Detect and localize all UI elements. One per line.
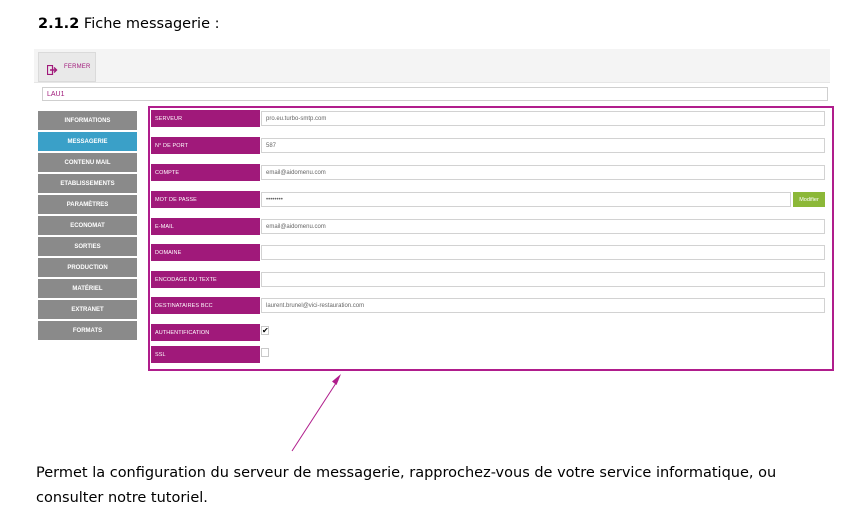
close-button[interactable]: FERMER (38, 52, 96, 82)
port-label: N° DE PORT (151, 137, 260, 154)
serveur-input[interactable]: pro.eu.turbo-smtp.com (261, 111, 825, 126)
sidebar-item-extranet[interactable]: EXTRANET (38, 300, 137, 319)
encodage-label: ENCODAGE DU TEXTE (151, 271, 260, 288)
sidebar-item-production[interactable]: PRODUCTION (38, 258, 137, 277)
auth-checkbox[interactable]: ✔ (261, 326, 269, 335)
ssl-checkbox[interactable] (261, 348, 269, 357)
serveur-label: SERVEUR (151, 110, 260, 127)
caption-text: Permet la configuration du serveur de me… (36, 465, 777, 506)
close-button-label: FERMER (64, 64, 91, 70)
highlight-frame (148, 106, 834, 371)
email-label: E-MAIL (151, 218, 260, 235)
sidebar-item-sorties[interactable]: SORTIES (38, 237, 137, 256)
exit-icon (46, 62, 58, 76)
auth-label: AUTHENTIFICATION (151, 324, 260, 341)
domaine-label: DOMAINE (151, 244, 260, 261)
sidebar-item-etablissements[interactable]: ETABLISSEMENTS (38, 174, 137, 193)
encodage-input[interactable] (261, 272, 825, 287)
port-input[interactable]: 587 (261, 138, 825, 153)
sidebar-item-parametres[interactable]: PARAMÈTRES (38, 195, 137, 214)
email-input[interactable]: email@aidomenu.com (261, 219, 825, 234)
domaine-input[interactable] (261, 245, 825, 260)
sidebar: INFORMATIONS MESSAGERIE CONTENU MAIL ETA… (38, 111, 137, 342)
toolbar (34, 49, 830, 83)
section-heading: 2.1.2 Fiche messagerie : (38, 16, 219, 32)
record-name-field[interactable]: LAU1 (42, 87, 828, 101)
modify-password-button[interactable]: Modifier (793, 192, 825, 207)
bcc-input[interactable]: laurent.brunel@vici-restauration.com (261, 298, 825, 313)
compte-input[interactable]: email@aidomenu.com (261, 165, 825, 180)
sidebar-item-economat[interactable]: ECONOMAT (38, 216, 137, 235)
section-title: Fiche messagerie : (83, 16, 220, 32)
sidebar-item-formats[interactable]: FORMATS (38, 321, 137, 340)
ssl-label: SSL (151, 346, 260, 363)
sidebar-item-materiel[interactable]: MATÉRIEL (38, 279, 137, 298)
sidebar-item-contenu-mail[interactable]: CONTENU MAIL (38, 153, 137, 172)
compte-label: COMPTE (151, 164, 260, 181)
section-number: 2.1.2 (38, 16, 80, 32)
password-input[interactable]: •••••••• (261, 192, 791, 207)
sidebar-item-messagerie[interactable]: MESSAGERIE (38, 132, 137, 151)
password-label: MOT DE PASSE (151, 191, 260, 208)
bcc-label: DESTINATAIRES BCC (151, 297, 260, 314)
sidebar-item-informations[interactable]: INFORMATIONS (38, 111, 137, 130)
